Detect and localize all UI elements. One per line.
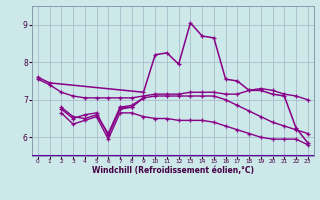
X-axis label: Windchill (Refroidissement éolien,°C): Windchill (Refroidissement éolien,°C) bbox=[92, 166, 254, 175]
